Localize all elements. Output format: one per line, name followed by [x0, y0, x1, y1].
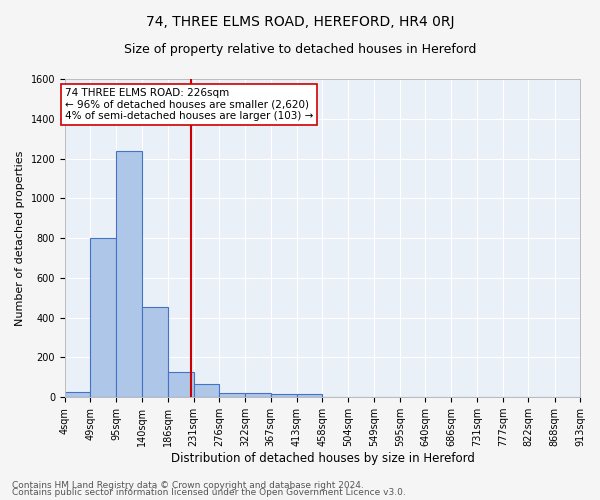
Bar — [91, 238, 116, 397]
Bar — [245, 393, 271, 397]
Bar — [65, 392, 91, 397]
Bar — [271, 394, 296, 397]
Bar — [142, 306, 168, 397]
Text: Size of property relative to detached houses in Hereford: Size of property relative to detached ho… — [124, 42, 476, 56]
Bar — [168, 372, 194, 397]
Bar — [116, 150, 142, 397]
Y-axis label: Number of detached properties: Number of detached properties — [15, 150, 25, 326]
Text: Contains public sector information licensed under the Open Government Licence v3: Contains public sector information licen… — [12, 488, 406, 497]
Text: 74 THREE ELMS ROAD: 226sqm
← 96% of detached houses are smaller (2,620)
4% of se: 74 THREE ELMS ROAD: 226sqm ← 96% of deta… — [65, 88, 313, 121]
Bar — [194, 384, 219, 397]
Text: Contains HM Land Registry data © Crown copyright and database right 2024.: Contains HM Land Registry data © Crown c… — [12, 480, 364, 490]
X-axis label: Distribution of detached houses by size in Hereford: Distribution of detached houses by size … — [170, 452, 475, 465]
Bar — [296, 394, 322, 397]
Bar — [219, 393, 245, 397]
Text: 74, THREE ELMS ROAD, HEREFORD, HR4 0RJ: 74, THREE ELMS ROAD, HEREFORD, HR4 0RJ — [146, 15, 454, 29]
